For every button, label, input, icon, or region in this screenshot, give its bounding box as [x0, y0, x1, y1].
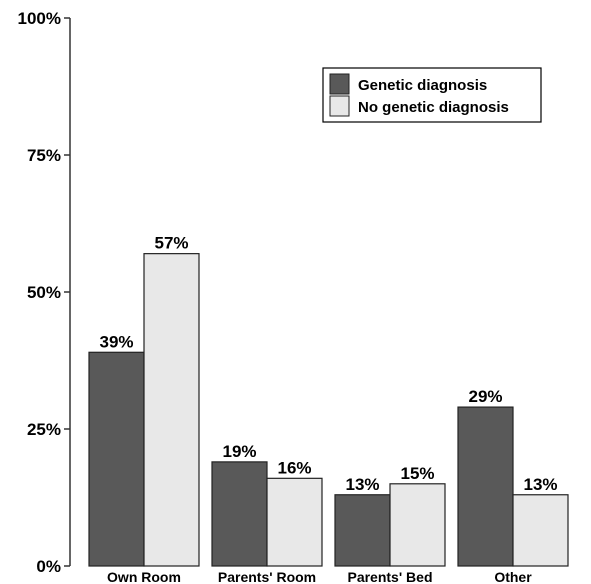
legend-swatch-genetic-diagnosis — [329, 73, 350, 95]
bar-genetic-diagnosis-other — [457, 406, 514, 567]
legend-box — [322, 67, 542, 123]
data-label-genetic-diagnosis-parents-room: 19% — [222, 442, 256, 461]
bar-no-genetic-diagnosis-parents-bed — [389, 483, 446, 567]
x-tick-label-parents-room: Parents' Room — [218, 569, 316, 584]
data-label-no-genetic-diagnosis-parents-bed: 15% — [400, 464, 434, 483]
data-label-genetic-diagnosis-own-room: 39% — [99, 332, 133, 351]
bar-no-genetic-diagnosis-own-room — [143, 253, 200, 567]
y-tick-label: 25% — [27, 420, 61, 439]
x-tick-label-parents-bed: Parents' Bed — [347, 569, 432, 584]
bar-genetic-diagnosis-parents-room — [211, 461, 268, 567]
legend-label-no-genetic-diagnosis: No genetic diagnosis — [358, 99, 509, 116]
legend-label-genetic-diagnosis: Genetic diagnosis — [358, 77, 487, 94]
legend: Genetic diagnosis No genetic diagnosis — [322, 67, 542, 123]
y-tick-label: 100% — [18, 9, 61, 28]
bar-genetic-diagnosis-own-room — [88, 351, 145, 567]
bar-genetic-diagnosis-parents-bed — [334, 494, 391, 567]
y-tick-label: 0% — [36, 557, 61, 576]
data-label-genetic-diagnosis-other: 29% — [468, 387, 502, 406]
x-tick-label-other: Other — [494, 569, 532, 584]
bar-no-genetic-diagnosis-other — [512, 494, 569, 567]
bars-group — [88, 253, 569, 567]
y-tick-label: 50% — [27, 283, 61, 302]
x-axis: Own Room Parents' Room Parents' Bed Other — [107, 569, 532, 584]
y-axis: 0% 25% 50% 75% 100% — [18, 9, 70, 576]
data-label-no-genetic-diagnosis-other: 13% — [523, 475, 557, 494]
y-tick-label: 75% — [27, 146, 61, 165]
bar-no-genetic-diagnosis-parents-room — [266, 477, 323, 567]
data-label-no-genetic-diagnosis-parents-room: 16% — [277, 458, 311, 477]
legend-swatch-no-genetic-diagnosis — [329, 95, 350, 117]
data-label-no-genetic-diagnosis-own-room: 57% — [154, 234, 188, 253]
x-tick-label-own-room: Own Room — [107, 569, 181, 584]
data-label-genetic-diagnosis-parents-bed: 13% — [345, 475, 379, 494]
data-labels-group: 39% 57% 19% 16% 13% 15% 29% 13% — [99, 234, 557, 494]
